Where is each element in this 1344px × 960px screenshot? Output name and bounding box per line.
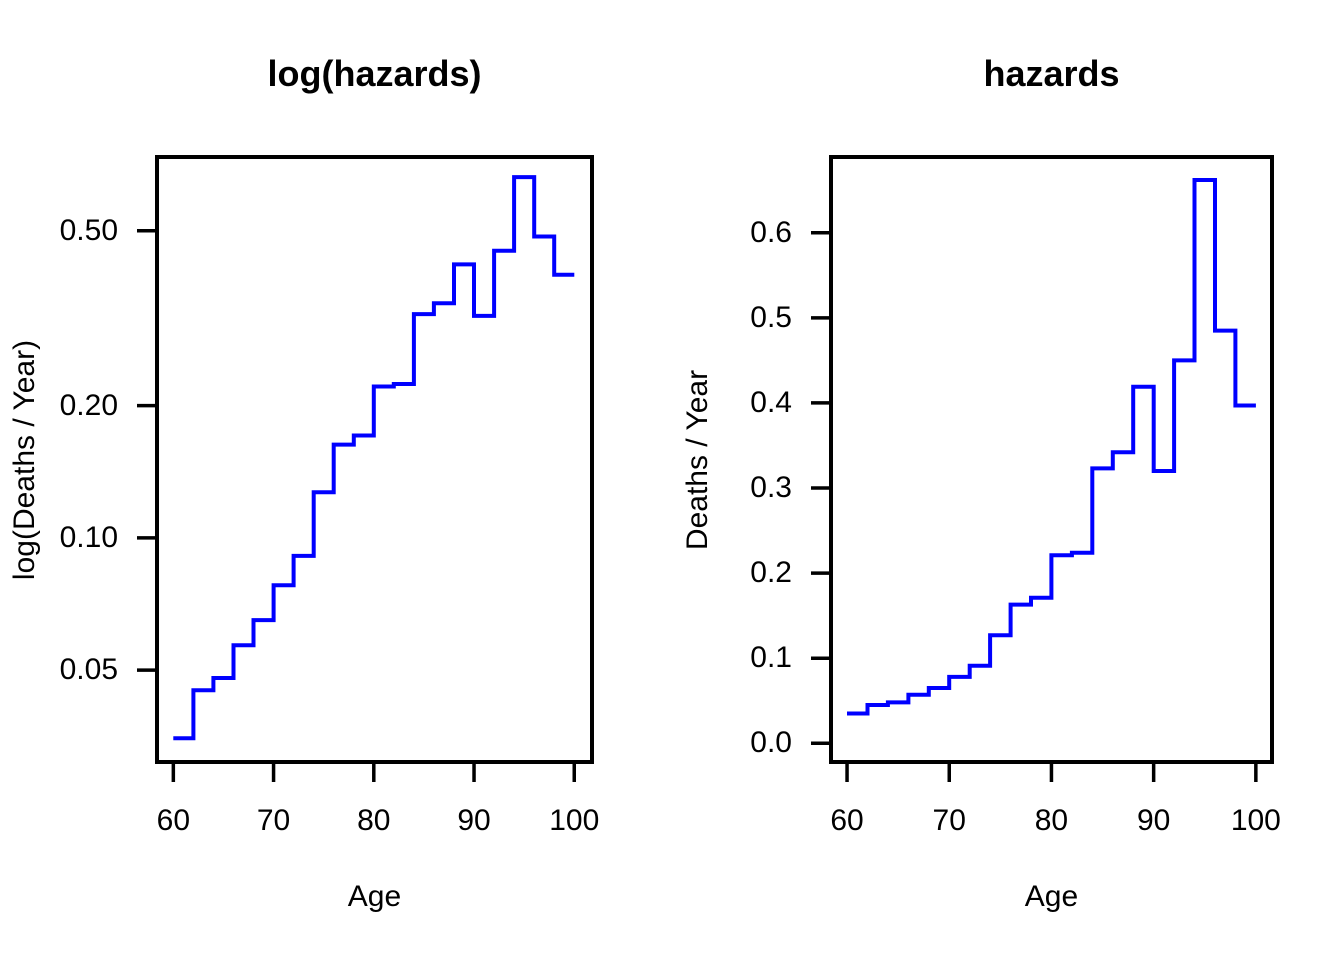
right-panel-title: hazards [983,53,1120,94]
x-tick-label: 100 [1230,804,1281,837]
panel-1-hazard-step-curve [847,178,1256,716]
x-tick-label: 80 [1034,804,1069,837]
left-panel-title: log(hazards) [267,53,482,94]
y-tick-label: 0.5 [750,300,792,334]
panel-0-plot-box [155,155,594,764]
y-tick-label: 0.2 [750,556,792,590]
y-tick-label: 0.3 [750,471,792,504]
x-tick-label: 80 [357,804,391,837]
y-tick-label: 0.05 [59,653,118,687]
y-tick-label: 0.0 [750,726,792,760]
left-y-axis-label: log(Deaths / Year) [8,339,41,580]
y-tick-label: 0.20 [59,388,118,422]
x-tick-label: 70 [256,804,291,837]
x-tick-label: 90 [457,804,491,837]
y-tick-label: 0.4 [750,385,792,419]
y-tick-label: 0.6 [750,215,792,249]
right-x-axis-label: Age [1024,880,1079,913]
y-tick-label: 0.1 [750,641,792,675]
y-tick-label: 0.10 [59,520,118,554]
x-tick-label: 70 [932,804,966,837]
x-tick-label: 60 [830,804,864,837]
x-tick-label: 90 [1136,804,1171,837]
x-tick-label: 100 [549,804,600,837]
y-tick-label: 0.50 [59,213,118,247]
left-x-axis-label: Age [347,880,402,913]
panel-0-hazard-step-curve [173,175,575,741]
x-tick-label: 60 [156,804,191,837]
panel-1-plot-box [829,155,1274,764]
